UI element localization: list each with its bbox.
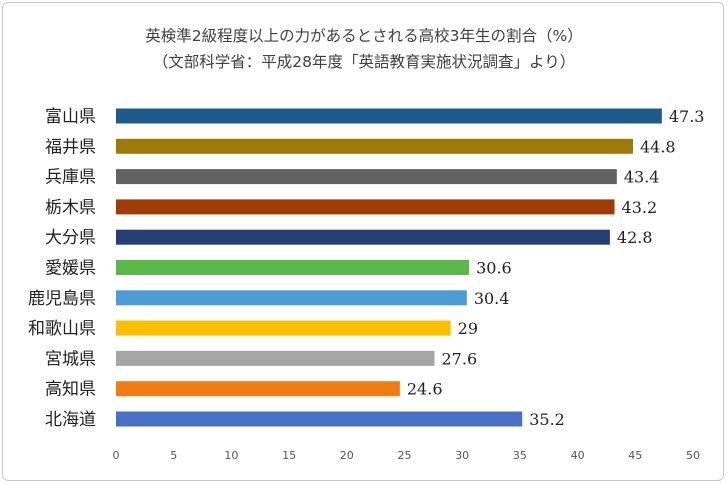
category-label: 高知県: [45, 380, 96, 400]
x-tick-label: 25: [398, 449, 412, 462]
x-tick-label: 15: [282, 449, 296, 462]
x-tick-label: 10: [224, 449, 238, 462]
x-tick-label: 45: [628, 449, 642, 462]
category-label: 宮城県: [45, 349, 96, 369]
x-tick-label: 50: [686, 449, 700, 462]
bar: [116, 229, 610, 245]
x-tick-label: 30: [455, 449, 469, 462]
bar: [116, 199, 615, 215]
bar: [116, 290, 467, 306]
data-label: 42.8: [617, 228, 653, 247]
x-tick-label: 20: [340, 449, 354, 462]
category-label: 和歌山県: [28, 319, 96, 339]
bar: [116, 169, 617, 185]
chart-subtitle: （文部科学省：平成28年度「英語教育実施状況調査」より）: [153, 53, 575, 71]
bar: [116, 411, 523, 427]
x-tick-label: 0: [113, 449, 120, 462]
bar: [116, 138, 633, 154]
category-label: 大分県: [45, 228, 96, 248]
data-label: 24.6: [407, 380, 443, 399]
category-label: 福井県: [45, 137, 96, 157]
data-label: 35.2: [529, 410, 565, 429]
data-label: 43.4: [624, 168, 660, 187]
bar: [116, 260, 470, 275]
x-tick-label: 5: [170, 449, 177, 462]
x-tick-label: 35: [513, 449, 527, 462]
category-label: 富山県: [45, 107, 96, 127]
category-label: 愛媛県: [45, 259, 96, 279]
category-label: 鹿児島県: [28, 289, 96, 309]
data-label: 43.2: [622, 198, 658, 217]
plot-area: 富山県 47.3 福井県 44.8 兵庫県 43.4 栃木県 43.2 大分県 42.8 愛媛県 30…: [28, 107, 704, 462]
chart-title: 英検準2級程度以上の力があるとされる高校3年生の割合（%）: [145, 27, 582, 45]
bar: [116, 108, 662, 124]
data-label: 44.8: [640, 137, 676, 156]
data-label: 29: [458, 319, 478, 338]
category-label: 栃木県: [45, 198, 96, 218]
data-label: 27.6: [442, 349, 478, 368]
x-tick-label: 40: [571, 449, 585, 462]
data-label: 47.3: [669, 107, 705, 126]
bar: [116, 320, 451, 336]
category-label: 北海道: [45, 410, 96, 430]
bar: [116, 350, 435, 366]
category-label: 兵庫県: [45, 168, 96, 188]
data-label: 30.6: [476, 259, 512, 278]
data-label: 30.4: [474, 289, 510, 308]
bar: [116, 381, 400, 397]
